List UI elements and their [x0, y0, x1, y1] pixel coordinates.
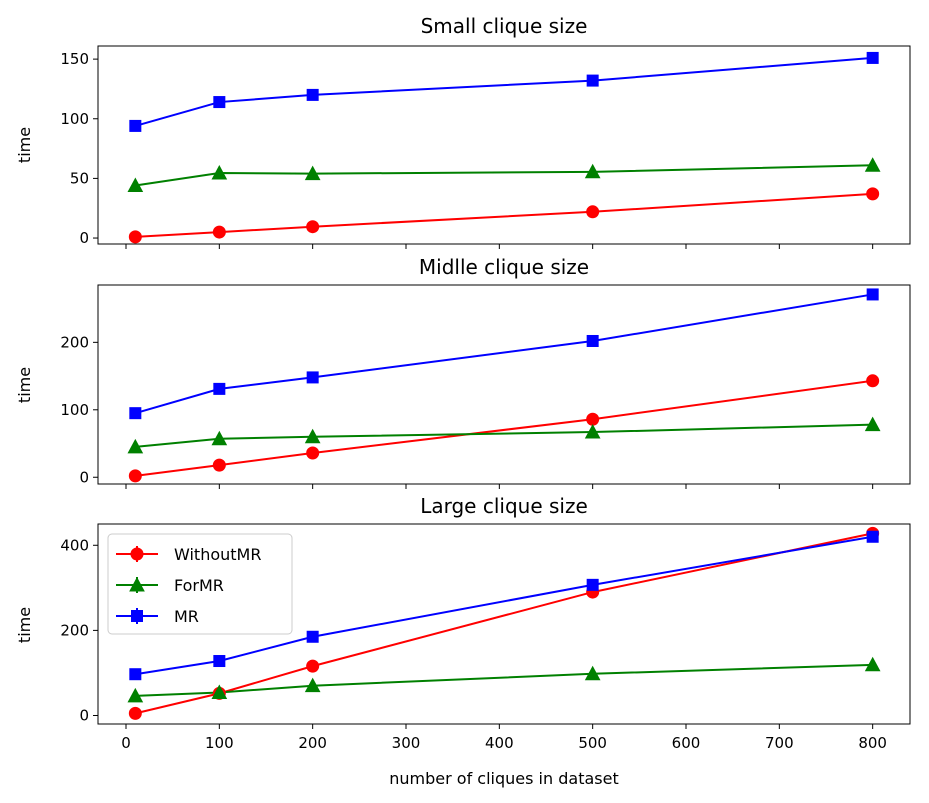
legend-label-formr: ForMR	[174, 576, 224, 595]
data-point-formr	[864, 656, 881, 672]
series-line-mr	[135, 56, 873, 127]
legend-marker-formr	[129, 576, 145, 592]
plot-frame	[97, 45, 911, 245]
data-point-mr	[213, 655, 226, 668]
data-point-formr	[127, 687, 144, 703]
legend-marker-withoutmr	[130, 547, 144, 561]
data-point-formr	[211, 164, 228, 180]
subplot-title: Midlle clique size	[419, 255, 589, 279]
data-point-mr	[586, 74, 599, 87]
data-point-mr	[306, 371, 319, 384]
data-point-mr	[866, 530, 879, 543]
data-point-formr	[304, 165, 321, 181]
data-point-mr	[306, 88, 319, 101]
data-point-mr	[129, 668, 142, 681]
series-line-withoutmr	[135, 192, 873, 238]
subplot-midlle-clique-size: Midlle clique size time 0 100 200	[15, 255, 911, 489]
data-point-withoutmr	[128, 469, 142, 483]
data-point-formr	[864, 157, 881, 172]
data-point-mr	[129, 407, 142, 420]
subplot-title: Small clique size	[421, 14, 588, 38]
data-point-formr	[304, 677, 321, 693]
data-point-withoutmr	[128, 706, 142, 720]
data-point-withoutmr	[306, 446, 320, 460]
y-axis-label: time	[15, 127, 34, 163]
data-point-mr	[213, 382, 226, 395]
data-point-mr	[306, 630, 319, 643]
data-point-withoutmr	[586, 205, 600, 219]
data-point-formr	[211, 430, 228, 446]
data-point-withoutmr	[586, 412, 600, 426]
data-point-withoutmr	[128, 230, 142, 244]
y-tick-label: 100	[60, 401, 89, 419]
series-line-formr	[135, 423, 873, 448]
y-axis-label: time	[15, 607, 34, 643]
y-tick-label: 400	[60, 536, 89, 554]
x-axis-label: number of cliques in dataset	[389, 769, 618, 788]
data-point-formr	[864, 416, 881, 432]
data-point-withoutmr	[212, 458, 226, 472]
legend-label-withoutmr: WithoutMR	[174, 545, 261, 564]
y-tick-label: 0	[79, 468, 89, 486]
legend-box	[107, 533, 293, 635]
data-point-withoutmr	[212, 225, 226, 239]
x-tick-label: 200	[298, 734, 327, 752]
x-tick-label: 600	[672, 734, 701, 752]
y-axis-label: time	[15, 367, 34, 403]
data-point-mr	[866, 288, 879, 301]
data-point-formr	[584, 163, 601, 179]
subplot-title: Large clique size	[420, 494, 588, 518]
subplot-small-clique-size: Small clique size time 0 50 100 150	[15, 14, 911, 249]
data-point-formr	[211, 684, 228, 699]
y-tick-label: 150	[60, 50, 89, 68]
data-point-withoutmr	[306, 220, 320, 234]
x-tick-label: 300	[392, 734, 421, 752]
legend: WithoutMR ForMR MR	[107, 533, 293, 635]
plot-frame	[97, 523, 911, 725]
data-point-mr	[213, 96, 226, 109]
y-tick-label: 0	[79, 706, 89, 724]
data-point-mr	[866, 51, 879, 64]
y-tick-label: 50	[70, 169, 89, 187]
x-tick-label: 400	[485, 734, 514, 752]
data-point-formr	[127, 177, 144, 193]
data-point-withoutmr	[866, 374, 880, 388]
data-point-formr	[584, 665, 601, 681]
data-point-withoutmr	[866, 187, 880, 201]
legend-marker-mr	[131, 610, 143, 622]
series-line-formr	[135, 164, 873, 187]
subplot-large-clique-size: Large clique size time 0 100 200 300 400 500 6…	[15, 494, 911, 752]
legend-label-mr: MR	[174, 607, 199, 626]
x-tick-label: 0	[121, 734, 131, 752]
y-tick-label: 100	[60, 110, 89, 128]
data-point-mr	[129, 119, 142, 132]
x-tick-label: 800	[858, 734, 887, 752]
y-tick-label: 0	[79, 229, 89, 247]
data-point-mr	[586, 334, 599, 347]
data-point-withoutmr	[306, 659, 320, 673]
data-point-formr	[584, 424, 601, 439]
data-point-formr	[304, 428, 321, 444]
data-point-mr	[586, 578, 599, 591]
y-tick-label: 200	[60, 621, 89, 639]
x-tick-label: 700	[765, 734, 794, 752]
y-tick-label: 200	[60, 333, 89, 351]
plot-frame	[97, 284, 911, 485]
x-tick-label: 100	[205, 734, 234, 752]
series-line-formr	[135, 663, 873, 697]
x-tick-label: 500	[578, 734, 607, 752]
data-point-formr	[127, 438, 144, 454]
